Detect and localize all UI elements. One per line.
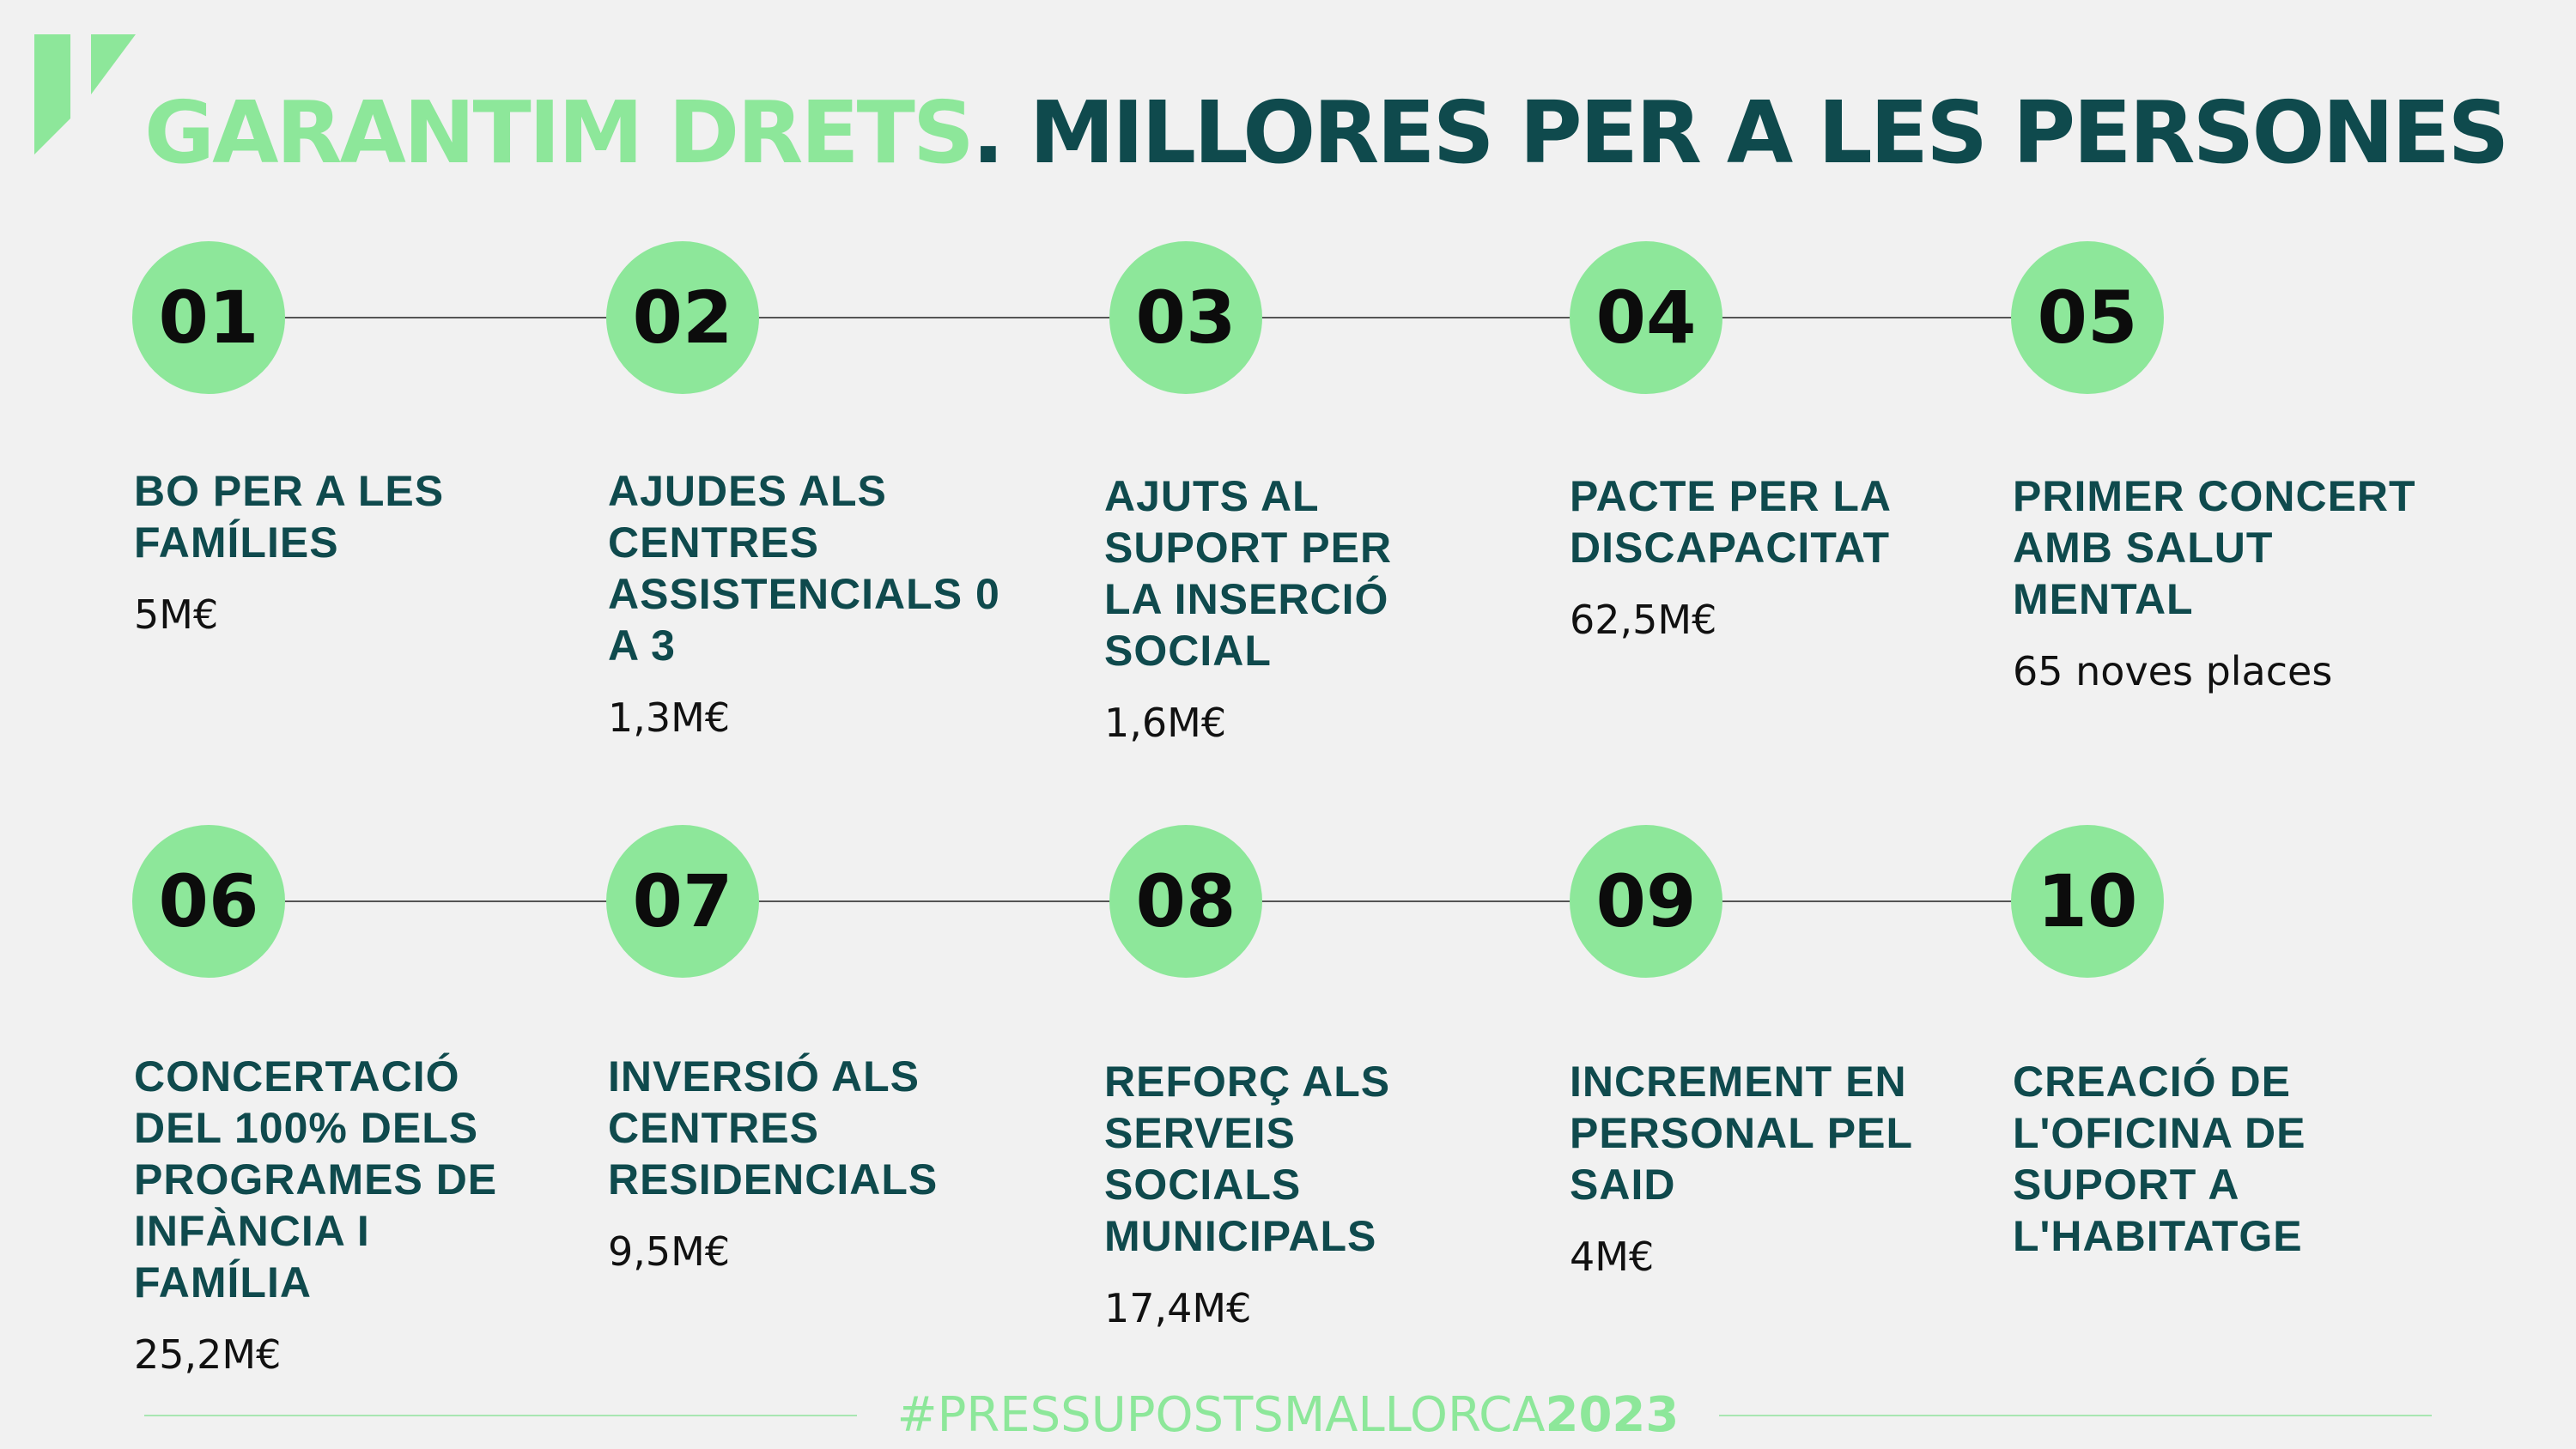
item-title: BO PER A LES FAMÍLIES xyxy=(134,467,445,567)
step-number-05: 05 xyxy=(2011,241,2164,394)
item-10: CREACIÓ DE L'OFICINA DE SUPORT A L'HABIT… xyxy=(2013,1056,2373,1262)
step-number-01: 01 xyxy=(132,241,285,394)
step-number-07: 07 xyxy=(606,825,759,978)
item-value: 65 noves places xyxy=(2013,648,2333,694)
step-number-04: 04 xyxy=(1570,241,1722,394)
step-number-03: 03 xyxy=(1109,241,1262,394)
item-value: 9,5M€ xyxy=(608,1228,731,1275)
item-02: AJUDES ALS CENTRES ASSISTENCIALS 0 A 3 1… xyxy=(608,465,1012,742)
item-value: 4M€ xyxy=(1570,1234,1655,1280)
item-title: CREACIÓ DE L'OFICINA DE SUPORT A L'HABIT… xyxy=(2013,1058,2306,1260)
item-title: AJUTS AL SUPORT PER LA INSERCIÓ SOCIAL xyxy=(1104,472,1393,675)
item-title: PRIMER CONCERT AMB SALUT MENTAL xyxy=(2013,472,2416,623)
page-title: GARANTIM DRETS. MILLORES PER A LES PERSO… xyxy=(144,77,2510,189)
item-09: INCREMENT EN PERSONAL PEL SAID 4M€ xyxy=(1570,1056,1947,1281)
step-number-06: 06 xyxy=(132,825,285,978)
item-title: INVERSIÓ ALS CENTRES RESIDENCIALS xyxy=(608,1052,939,1203)
step-number-08: 08 xyxy=(1109,825,1262,978)
item-title: PACTE PER LA DISCAPACITAT xyxy=(1570,472,1891,572)
title-accent: GARANTIM DRETS xyxy=(144,82,975,183)
footer-hashtag: #PRESSUPOSTSMALLORCA2023 xyxy=(859,1385,1717,1446)
item-01: BO PER A LES FAMÍLIES 5M€ xyxy=(134,465,486,639)
step-number-10: 10 xyxy=(2011,825,2164,978)
title-main: . MILLORES PER A LES PERSONES xyxy=(971,82,2510,183)
item-title: AJUDES ALS CENTRES ASSISTENCIALS 0 A 3 xyxy=(608,467,1000,670)
item-value: 17,4M€ xyxy=(1104,1285,1252,1331)
footer-divider-right xyxy=(1719,1415,2432,1416)
footer-divider-left xyxy=(144,1415,857,1416)
item-title: INCREMENT EN PERSONAL PEL SAID xyxy=(1570,1058,1913,1209)
quote-mark-icon xyxy=(34,34,136,155)
item-05: PRIMER CONCERT AMB SALUT MENTAL 65 noves… xyxy=(2013,470,2459,695)
hashtag-text: #PRESSUPOSTSMALLORCA xyxy=(896,1387,1546,1443)
item-value: 1,6M€ xyxy=(1104,700,1227,746)
item-06: CONCERTACIÓ DEL 100% DELS PROGRAMES DE I… xyxy=(134,1051,520,1379)
item-04: PACTE PER LA DISCAPACITAT 62,5M€ xyxy=(1570,470,1947,644)
item-title: CONCERTACIÓ DEL 100% DELS PROGRAMES DE I… xyxy=(134,1052,498,1307)
item-value: 5M€ xyxy=(134,591,219,638)
item-value: 1,3M€ xyxy=(608,694,731,741)
step-number-02: 02 xyxy=(606,241,759,394)
hashtag-year: 2023 xyxy=(1545,1387,1680,1443)
item-value: 62,5M€ xyxy=(1570,597,1717,643)
item-title: REFORÇ ALS SERVEIS SOCIALS MUNICIPALS xyxy=(1104,1058,1391,1260)
step-number-09: 09 xyxy=(1570,825,1722,978)
item-03: AJUTS AL SUPORT PER LA INSERCIÓ SOCIAL 1… xyxy=(1104,470,1431,747)
item-07: INVERSIÓ ALS CENTRES RESIDENCIALS 9,5M€ xyxy=(608,1051,1012,1276)
item-08: REFORÇ ALS SERVEIS SOCIALS MUNICIPALS 17… xyxy=(1104,1056,1465,1332)
item-value: 25,2M€ xyxy=(134,1331,282,1378)
